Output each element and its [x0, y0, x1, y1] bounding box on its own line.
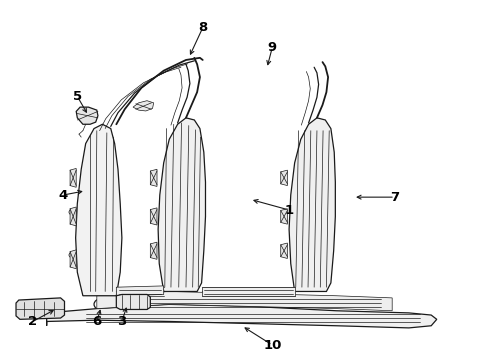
Polygon shape — [116, 294, 150, 310]
Polygon shape — [70, 207, 76, 226]
Polygon shape — [97, 292, 391, 311]
Polygon shape — [46, 304, 436, 328]
Text: 1: 1 — [284, 203, 293, 216]
Polygon shape — [288, 118, 335, 292]
Text: 6: 6 — [92, 315, 101, 328]
Polygon shape — [201, 287, 294, 296]
Polygon shape — [116, 286, 163, 296]
Text: 3: 3 — [117, 315, 126, 328]
Polygon shape — [76, 107, 98, 124]
Text: 7: 7 — [389, 191, 399, 204]
Polygon shape — [158, 118, 205, 292]
Polygon shape — [70, 250, 76, 269]
Text: 4: 4 — [59, 189, 68, 202]
Text: 5: 5 — [73, 90, 81, 103]
Polygon shape — [280, 209, 287, 224]
Polygon shape — [150, 169, 157, 186]
Polygon shape — [70, 168, 76, 187]
Polygon shape — [133, 101, 153, 111]
Text: 9: 9 — [267, 41, 276, 54]
Text: 10: 10 — [263, 338, 281, 352]
Polygon shape — [16, 298, 64, 319]
Polygon shape — [76, 124, 122, 296]
Circle shape — [97, 301, 105, 307]
Polygon shape — [280, 243, 287, 258]
Polygon shape — [150, 208, 157, 225]
Polygon shape — [150, 242, 157, 259]
Polygon shape — [280, 170, 287, 185]
Text: 2: 2 — [28, 315, 37, 328]
Text: 8: 8 — [198, 21, 207, 34]
